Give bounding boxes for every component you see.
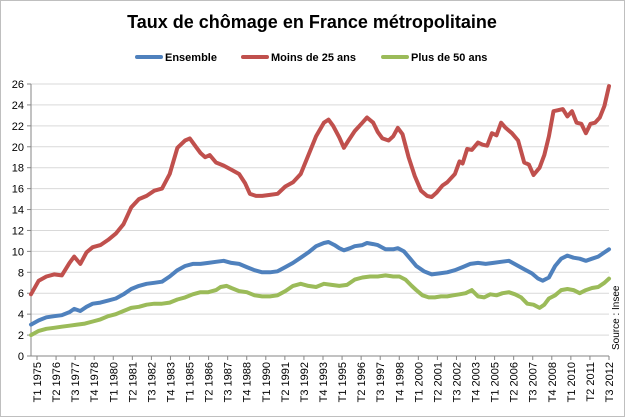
x-tick-label: T3 1997 [375, 362, 387, 402]
legend-item: Moins de 25 ans [241, 52, 356, 64]
y-tick-label: 10 [12, 246, 24, 258]
x-tick-label: T3 1977 [70, 362, 82, 402]
legend-item: Plus de 50 ans [381, 52, 487, 64]
y-tick-label: 24 [12, 100, 24, 112]
y-tick-label: 4 [18, 309, 24, 321]
x-tick-label: T1 2010 [566, 362, 578, 402]
y-tick-label: 26 [12, 79, 24, 91]
x-tick-label: T1 1985 [185, 362, 197, 402]
x-tick-label: T3 1992 [299, 362, 311, 402]
x-tick-label: T1 1995 [337, 362, 349, 402]
series-line-moins-de-25-ans [29, 84, 611, 297]
y-tick-label: 16 [12, 184, 24, 196]
series-lines [29, 84, 611, 338]
x-tick-label: T1 1975 [32, 362, 44, 402]
y-tick-label: 6 [18, 288, 24, 300]
x-tick-label: T2 2006 [509, 362, 521, 402]
series-line-plus-de-50-ans [29, 273, 611, 338]
source-note: Source : Insee [611, 285, 622, 350]
legend-label: Plus de 50 ans [411, 52, 487, 64]
x-tick-label: T2 1991 [280, 362, 292, 402]
x-tick-label: T4 1998 [394, 362, 406, 402]
y-tick-label: 20 [12, 142, 24, 154]
x-tick-label: T2 1981 [127, 362, 139, 402]
y-tick-label: 22 [12, 121, 24, 133]
x-tick-label: T2 2001 [432, 362, 444, 402]
x-tick-label: T4 1993 [318, 362, 330, 402]
x-tick-label: T3 2012 [604, 362, 616, 402]
series-line-ensemble [29, 240, 611, 327]
x-tick-label: T3 1982 [146, 362, 158, 402]
x-axis-ticks: T1 1975 T2 1976 T3 1977 T4 1978 T1 1980 T2 19… [32, 356, 616, 402]
legend-item: Ensemble [135, 52, 217, 64]
y-tick-label: 0 [18, 351, 24, 363]
axes [30, 84, 609, 357]
x-tick-label: T4 2008 [547, 362, 559, 402]
legend-label: Moins de 25 ans [271, 52, 356, 64]
x-tick-label: T4 1983 [165, 362, 177, 402]
x-tick-label: T2 1996 [356, 362, 368, 402]
x-tick-label: T2 2011 [585, 362, 597, 402]
x-tick-label: T2 1976 [51, 362, 63, 402]
x-tick-label: T2 1986 [204, 362, 216, 402]
legend-label: Ensemble [165, 52, 217, 64]
x-tick-label: T1 2000 [413, 362, 425, 402]
x-tick-label: T3 2007 [528, 362, 540, 402]
y-tick-label: 12 [12, 225, 24, 237]
y-tick-label: 18 [12, 163, 24, 175]
x-tick-label: T3 1987 [223, 362, 235, 402]
legend: Ensemble Moins de 25 ans Plus de 50 ans [135, 52, 487, 64]
y-tick-label: 14 [12, 205, 24, 217]
y-tick-label: 2 [18, 330, 24, 342]
x-tick-label: T4 2003 [471, 362, 483, 402]
chart-title: Taux de chômage en France métropolitaine [127, 12, 497, 32]
x-tick-label: T4 1988 [242, 362, 254, 402]
x-tick-label: T4 1978 [89, 362, 101, 402]
x-tick-label: T1 2005 [490, 362, 502, 402]
x-tick-label: T3 2002 [451, 362, 463, 402]
x-tick-label: T1 1990 [261, 362, 273, 402]
y-tick-label: 8 [18, 267, 24, 279]
x-tick-label: T1 1980 [108, 362, 120, 402]
